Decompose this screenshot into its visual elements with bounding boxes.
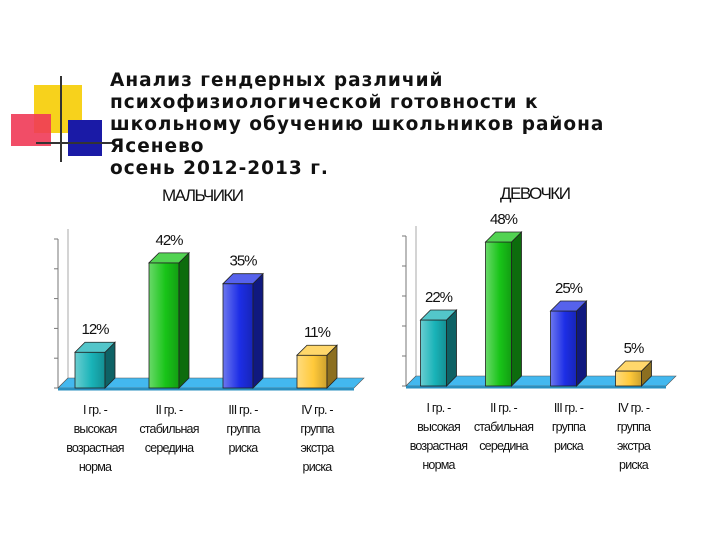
bar-top <box>222 273 264 285</box>
category-label-line: IV гр. - <box>618 401 650 415</box>
category-label-line: норма <box>79 460 112 474</box>
category-label-line: группа <box>300 422 334 436</box>
category-label-line: III гр. - <box>228 403 258 417</box>
slide-title: Анализ гендерных различий психофизиологи… <box>110 70 690 180</box>
bar-front <box>550 310 577 387</box>
chart-title-boys: МАЛЬЧИКИ <box>162 186 244 205</box>
title-line: Анализ гендерных различий <box>110 70 444 91</box>
category-label-line: риска <box>554 439 584 453</box>
bar <box>419 309 458 387</box>
category-label-line: риска <box>619 458 649 472</box>
category-label-line: группа <box>617 420 651 434</box>
category-label-line: риска <box>229 441 259 455</box>
bar-top <box>484 231 523 243</box>
category-label-line: середина <box>145 441 194 455</box>
category-label-line: стабильная <box>139 422 198 436</box>
category-label-line: возрастная <box>66 441 124 455</box>
category-label-line: риска <box>303 460 333 474</box>
category-label-line: высокая <box>417 420 460 434</box>
bar <box>148 251 190 389</box>
category-label-line: высокая <box>74 422 117 436</box>
bar-value-label: 42% <box>155 232 183 249</box>
category-label-line: середина <box>479 439 528 453</box>
title-line: школьному обучению школьников района <box>110 114 605 135</box>
bar-front <box>222 283 254 389</box>
bar-top <box>549 300 588 312</box>
category-label-line: I гр. - <box>427 401 452 415</box>
bar-top <box>419 309 458 321</box>
category-label: II гр. - стабильная середина <box>139 403 199 455</box>
decor-vertical-line <box>60 76 62 162</box>
category-label-line: экстра <box>617 439 651 453</box>
title-line: Ясенево <box>110 136 205 157</box>
bar-value-label: 48% <box>490 211 518 228</box>
category-label-line: I гр. - <box>83 403 108 417</box>
decor-horizontal-line <box>36 142 112 144</box>
category-label: III гр. - группа риска <box>226 403 261 455</box>
bar <box>549 300 588 387</box>
bar-top <box>296 344 338 356</box>
bar-value-label: 12% <box>81 321 109 338</box>
bar-side <box>511 231 522 387</box>
bar-value-label: 35% <box>229 253 257 270</box>
bar-value-label: 5% <box>624 340 644 357</box>
category-label-line: экстра <box>300 441 334 455</box>
chart-back-wall <box>405 226 417 387</box>
category-label-line: возрастная <box>410 439 468 453</box>
category-label: I гр. - высокая возрастная норма <box>410 401 468 472</box>
bar-value-label: 25% <box>555 280 583 297</box>
category-label-line: II гр. - <box>156 403 183 417</box>
decor-blue-square <box>68 120 102 156</box>
bar-top <box>74 341 116 353</box>
bar-side <box>576 300 587 387</box>
bar-top <box>614 360 653 372</box>
category-label-line: II гр. - <box>490 401 517 415</box>
bar <box>614 360 653 387</box>
category-label-line: III гр. - <box>554 401 584 415</box>
bar <box>74 341 116 389</box>
bar-top <box>148 252 190 264</box>
chart-title-girls: ДЕВОЧКИ <box>500 184 571 203</box>
bar-front <box>615 370 642 387</box>
bar <box>222 272 264 389</box>
category-label-line: группа <box>226 422 260 436</box>
bar-front <box>296 354 328 389</box>
category-label-line: IV гр. - <box>301 403 333 417</box>
category-label: IV гр. - группа экстра риска <box>617 401 652 472</box>
bar-front <box>420 319 447 387</box>
category-label-line: норма <box>422 458 455 472</box>
bar-value-label: 11% <box>304 324 331 341</box>
category-label: IV гр. - группа экстра риска <box>300 403 335 474</box>
category-label-line: группа <box>552 420 586 434</box>
category-label: III гр. - группа риска <box>552 401 587 453</box>
bar-front <box>485 241 512 387</box>
category-label: I гр. - высокая возрастная норма <box>66 403 124 474</box>
chart-floor-edge <box>58 388 354 391</box>
chart-floor-edge <box>406 386 666 389</box>
category-label: II гр. - стабильная середина <box>474 401 534 453</box>
title-line: осень 2012-2013 г. <box>110 158 329 179</box>
bar <box>484 231 523 387</box>
decor-red-square <box>11 114 51 146</box>
title-line: психофизиологической готовности к <box>110 92 539 113</box>
bar-value-label: 22% <box>425 289 453 306</box>
bar-side <box>446 309 457 387</box>
category-label-line: стабильная <box>474 420 533 434</box>
bar <box>296 344 338 389</box>
bar-front <box>148 262 180 389</box>
